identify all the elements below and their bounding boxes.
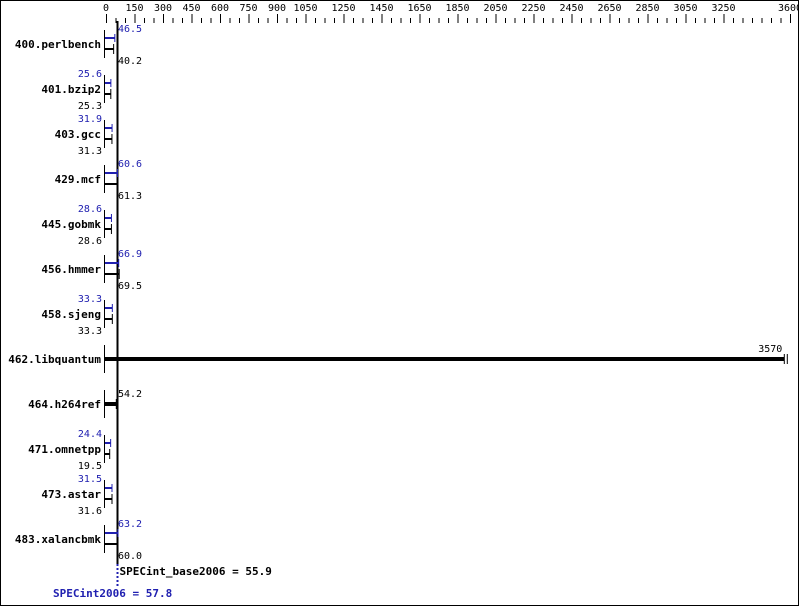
tick-label: 450	[182, 3, 200, 14]
category-label: 400.perlbench	[15, 38, 101, 51]
tick-label: 1650	[407, 3, 431, 14]
peak-summary-label: SPECint2006 = 57.8	[53, 587, 172, 600]
category-label: 445.gobmk	[41, 218, 101, 231]
tick-label: 1050	[293, 3, 317, 14]
data-label-peak: 60.6	[118, 159, 142, 170]
data-label-base: 40.2	[118, 56, 142, 67]
tick-label: 600	[211, 3, 229, 14]
data-label-base: 3570	[758, 344, 782, 355]
data-label-base: 25.3	[78, 101, 102, 112]
data-label-base: 33.3	[78, 326, 102, 337]
category-label: 456.hmmer	[41, 263, 101, 276]
tick-label: 300	[154, 3, 172, 14]
tick-label: 2250	[521, 3, 545, 14]
category-label: 458.sjeng	[41, 308, 101, 321]
category-label: 462.libquantum	[8, 353, 101, 366]
category-label: 483.xalancbmk	[15, 533, 101, 546]
data-label-peak: 31.9	[78, 114, 102, 125]
data-label-peak: 28.6	[78, 204, 102, 215]
data-label-base: 69.5	[118, 281, 142, 292]
data-label-peak: 31.5	[78, 474, 102, 485]
data-label-peak: 24.4	[78, 429, 102, 440]
tick-label: 900	[268, 3, 286, 14]
data-label-base: 28.6	[78, 236, 102, 247]
data-label-base: 60.0	[118, 551, 142, 562]
tick-label: 2450	[559, 3, 583, 14]
category-label: 401.bzip2	[41, 83, 101, 96]
tick-label: 1450	[369, 3, 393, 14]
tick-label: 1250	[331, 3, 355, 14]
category-label: 471.omnetpp	[28, 443, 101, 456]
data-label-peak: 25.6	[78, 69, 102, 80]
tick-label: 1850	[445, 3, 469, 14]
category-label: 464.h264ref	[28, 398, 101, 411]
tick-label: 3600	[778, 3, 798, 14]
tick-label: 150	[125, 3, 143, 14]
data-label-base: 19.5	[78, 461, 102, 472]
tick-label: 2650	[597, 3, 621, 14]
data-label-peak: 33.3	[78, 294, 102, 305]
data-label-base: 31.6	[78, 506, 102, 517]
tick-label: 3250	[711, 3, 735, 14]
base-summary-label: SPECint_base2006 = 55.9	[120, 565, 272, 578]
category-label: 403.gcc	[55, 128, 101, 141]
tick-label: 3050	[673, 3, 697, 14]
data-label-base: 54.2	[118, 389, 142, 400]
tick-label: 2850	[635, 3, 659, 14]
data-label-base: 61.3	[118, 191, 142, 202]
tick-label: 2050	[483, 3, 507, 14]
tick-label: 750	[239, 3, 257, 14]
tick-label: 0	[103, 3, 109, 14]
category-label: 473.astar	[41, 488, 101, 501]
data-label-base: 31.3	[78, 146, 102, 157]
category-label: 429.mcf	[55, 173, 101, 186]
data-label-peak: 63.2	[118, 519, 142, 530]
data-label-peak: 46.5	[118, 24, 142, 35]
data-label-peak: 66.9	[118, 249, 142, 260]
